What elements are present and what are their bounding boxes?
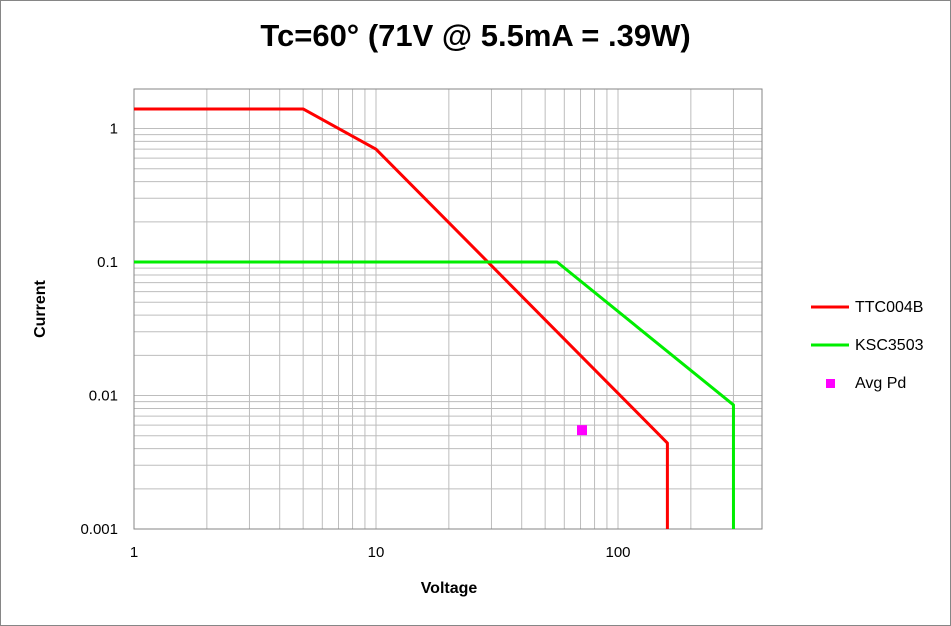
legend: TTC004B KSC3503 Avg Pd — [811, 299, 924, 392]
y-tick-label: 0.001 — [80, 521, 118, 538]
y-tick-label: 1 — [110, 121, 118, 138]
plot-area-border — [133, 88, 763, 530]
x-tick-label: 10 — [368, 544, 385, 561]
tick-labels: 1 10 100 0.001 0.01 0.1 1 — [80, 121, 630, 562]
y-tick-label: 0.1 — [97, 254, 118, 271]
y-tick-label: 0.01 — [89, 388, 118, 405]
legend-swatch-avg-pd — [826, 379, 835, 388]
chart-title: Tc=60° (71V @ 5.5mA = .39W) — [260, 18, 691, 53]
legend-label-ttc004b: TTC004B — [855, 299, 923, 316]
x-axis-title: Voltage — [421, 580, 478, 597]
data-point-avg-pd — [577, 425, 588, 436]
x-tick-label: 100 — [605, 544, 630, 561]
series-line-ksc3503 — [134, 260, 735, 529]
series-line-ttc004b — [134, 107, 669, 529]
legend-label-avg-pd: Avg Pd — [855, 375, 906, 392]
x-tick-label: 1 — [130, 544, 138, 561]
series-layer — [134, 107, 735, 529]
legend-label-ksc3503: KSC3503 — [855, 337, 924, 354]
y-axis-title: Current — [32, 279, 49, 337]
